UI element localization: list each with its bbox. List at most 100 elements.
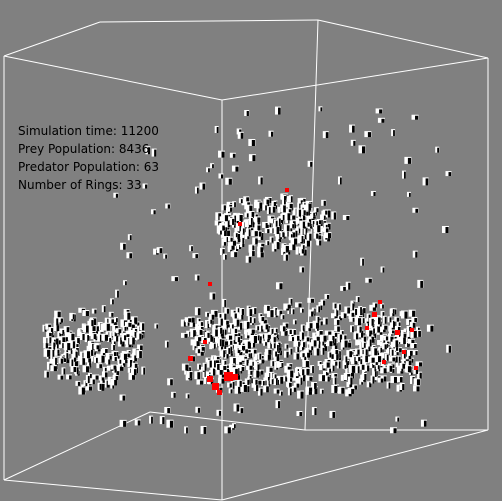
stats-overlay: Simulation time: 11200 Prey Population: … [18,122,159,194]
prey-particle [288,195,293,203]
prey-particle [64,348,69,354]
prey-particle [333,353,339,361]
prey-particle [234,347,241,354]
prey-particle [268,130,274,137]
prey-particle [340,312,347,319]
prey-particle [375,108,383,114]
prey-particle [291,328,297,336]
prey-particle [360,317,365,324]
prey-particle [303,349,311,358]
predator-particle [402,350,406,354]
prey-particle [307,160,313,167]
prey-particle [119,394,126,401]
prey-particle [275,343,280,352]
prey-particle [232,312,238,319]
prey-particle [256,201,263,209]
prey-particle [209,292,216,300]
prey-particle [101,333,109,341]
prey-particle [245,204,253,213]
prey-particle [280,314,285,320]
prey-particle [273,388,280,394]
prey-particle [347,387,355,394]
prey-particle [240,383,248,392]
prey-particle [380,311,385,319]
prey-particle [337,176,342,185]
prey-particle [426,324,434,332]
prey-particle [296,208,302,217]
prey-particle [321,199,327,206]
prey-particle [290,308,295,315]
prey-particle [221,312,227,321]
prey-particle [400,359,408,365]
predator-particle [188,356,193,361]
prey-particle [284,343,289,349]
prey-particle [273,353,280,362]
prey-particle [358,145,366,154]
prey-particle [299,344,305,351]
prey-particle [311,381,318,389]
prey-particle [267,341,274,349]
prey-particle [238,366,245,372]
prey-particle [97,382,102,390]
prey-particle [263,385,270,393]
prey-particle [253,216,261,223]
prey-particle [165,203,171,209]
prey-particle [292,319,297,325]
prey-particle [299,352,305,358]
prey-particle [305,347,313,353]
prey-particle [93,356,98,363]
prey-particle [353,332,359,340]
prey-particle [400,310,408,319]
prey-particle [258,316,265,322]
prey-particle [388,329,395,336]
prey-particle [206,333,214,342]
prey-particle [324,209,331,218]
prey-particle [374,316,381,325]
prey-particle [264,304,271,311]
prey-particle [111,344,116,351]
prey-particle [316,339,322,345]
prey-particle [366,381,372,388]
prey-particle [435,146,440,153]
prey-particle [288,214,296,220]
prey-particle [285,208,292,216]
prey-particle [380,367,388,374]
prey-particle [82,310,90,317]
predator-particle [207,376,213,382]
prey-particle [218,229,223,235]
prey-particle [120,352,128,360]
prey-particle [195,406,201,413]
prey-particle [83,350,91,359]
prey-particle [300,244,305,250]
prey-particle [334,325,341,332]
prey-particle [365,320,370,326]
prey-particle [185,393,190,399]
prey-particle [71,353,77,362]
prey-particle [286,381,293,387]
prey-particle [316,239,322,246]
prey-particle [405,359,412,368]
prey-particle [111,351,117,360]
prey-particle [218,317,224,326]
prey-particle [388,356,396,362]
prey-particle [406,191,411,197]
prey-particle [250,334,258,343]
prey-particle [402,170,407,179]
prey-particle [361,373,367,381]
prey-particle [114,351,119,357]
prey-particle [369,304,377,311]
prey-particle [314,220,319,226]
prey-particle [341,339,349,348]
prey-particle [392,339,399,348]
prey-particle [288,347,293,355]
prey-particle [316,330,324,339]
prey-particle [404,156,412,164]
prey-particle [306,232,312,241]
prey-particle [190,320,196,327]
prey-particle [231,423,236,429]
prey-particle [110,298,115,305]
prey-particle [233,318,240,326]
prey-particle [331,373,338,379]
prey-particle [280,213,286,220]
